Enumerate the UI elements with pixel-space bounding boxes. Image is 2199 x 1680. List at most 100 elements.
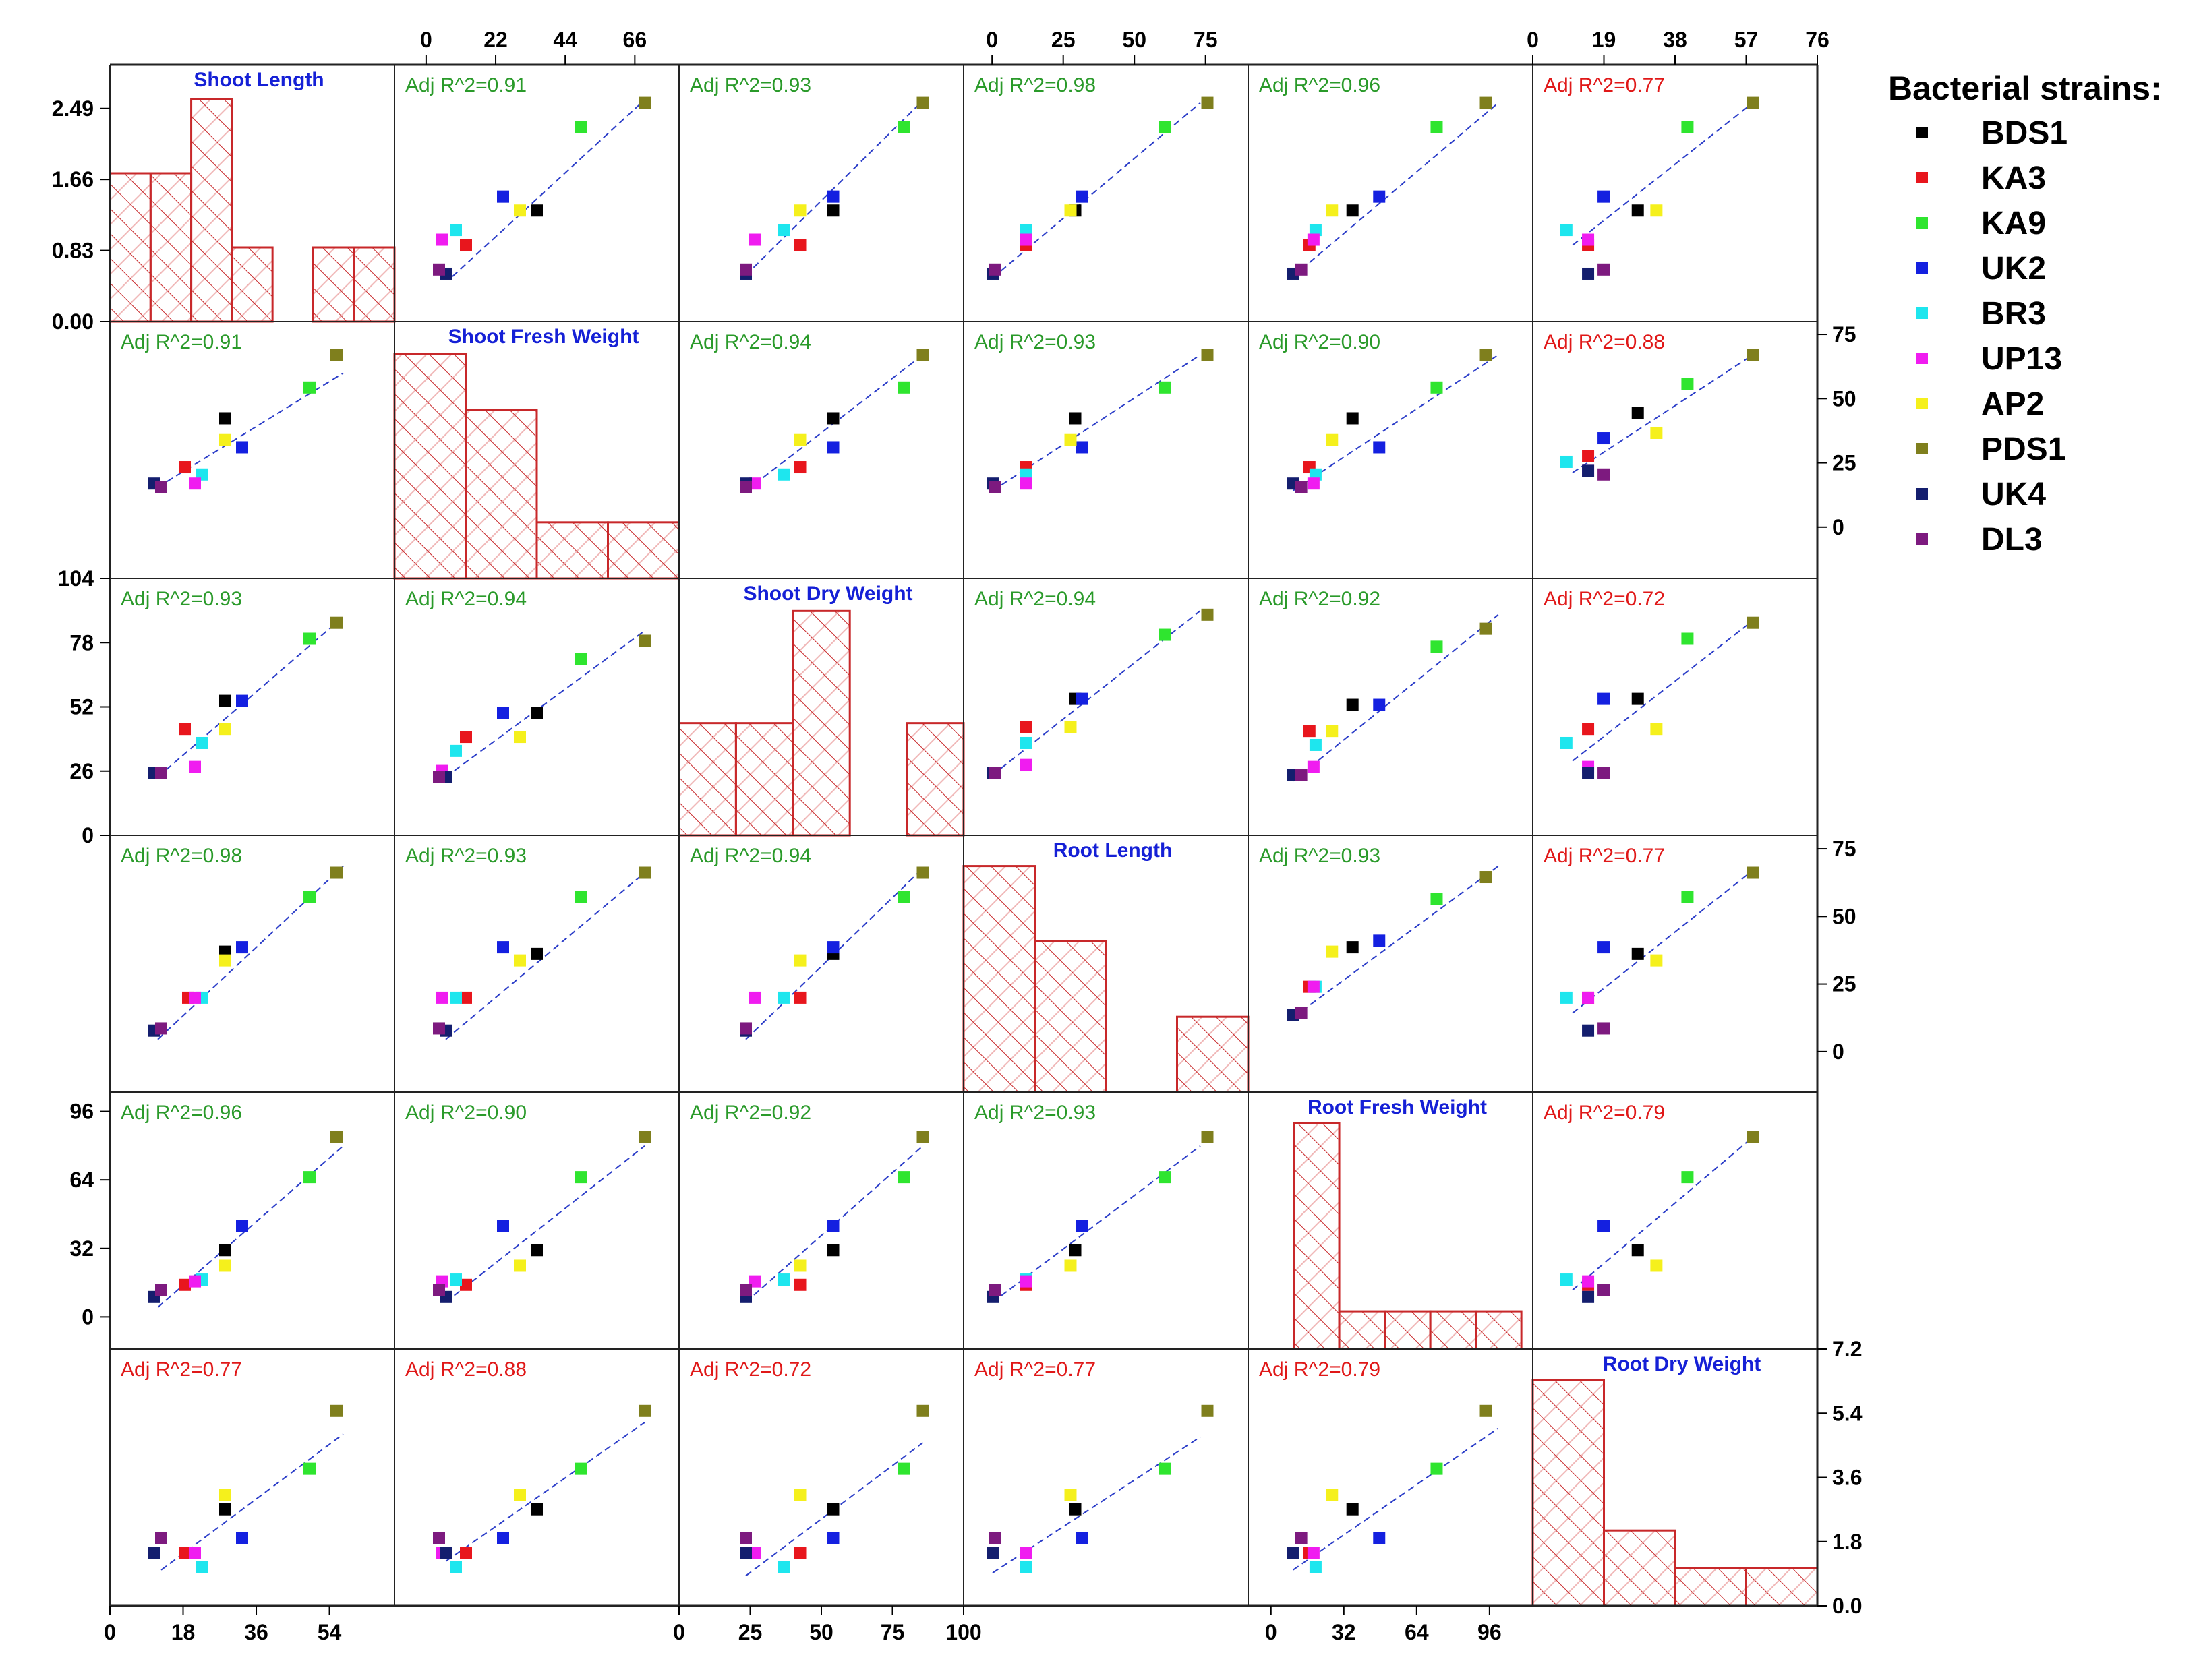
legend-item-up13: UP13 (1915, 339, 2185, 380)
fit-line (445, 872, 645, 1040)
tick-label: 26 (69, 759, 94, 783)
scatter-panel-r3-c5: Adj R^2=0.77 (1544, 845, 1759, 1037)
point-up13 (749, 1547, 761, 1559)
fit-line (1572, 620, 1753, 762)
point-ap2 (794, 954, 807, 967)
point-dl3 (1295, 1007, 1308, 1019)
point-up13 (1020, 1547, 1032, 1559)
fit-line (445, 1422, 645, 1562)
scatter-panel-r2-c4: Adj R^2=0.92 (1259, 588, 1499, 782)
point-ka3 (794, 991, 807, 1004)
adj-r2-label: Adj R^2=0.77 (1544, 845, 1665, 867)
tick-label: 3.6 (1832, 1466, 1862, 1490)
histogram-bar (1674, 1567, 1747, 1607)
point-bds1 (827, 204, 840, 217)
point-pds1 (916, 1404, 929, 1417)
point-ap2 (1650, 1259, 1663, 1272)
point-bds1 (1346, 412, 1359, 425)
tick-label: 0 (1832, 515, 1844, 539)
histogram-bar (607, 521, 680, 580)
point-bds1 (1346, 941, 1359, 954)
fit-line (1292, 865, 1499, 1018)
tick-label: 50 (809, 1620, 833, 1644)
fit-line (1292, 354, 1499, 491)
scatter-panel-r4-c2: Adj R^2=0.92 (690, 1102, 929, 1303)
tick-label: 2.49 (52, 96, 94, 121)
scatter-panel-r1-c5: Adj R^2=0.88 (1544, 331, 1759, 481)
point-up13 (1020, 477, 1032, 490)
point-pds1 (1201, 608, 1214, 621)
adj-r2-label: Adj R^2=0.93 (1259, 845, 1380, 867)
tick-label: 0.83 (52, 239, 94, 263)
point-br3 (778, 224, 790, 237)
point-br3 (1560, 991, 1573, 1004)
panel-layer: Adj R^2=0.91 Adj R^2=0.93 Adj R^2=0.98 Adj … (109, 69, 1819, 1607)
scatter-panel-r3-c4: Adj R^2=0.93 (1259, 845, 1499, 1021)
point-uk4 (1582, 1290, 1595, 1303)
point-up13 (1020, 1275, 1032, 1288)
point-dl3 (1597, 263, 1610, 276)
point-bds1 (1631, 1244, 1644, 1257)
point-dl3 (433, 1022, 445, 1035)
point-dl3 (155, 1022, 167, 1035)
point-ap2 (794, 204, 807, 217)
tick-label: 44 (553, 28, 577, 52)
point-up13 (189, 991, 201, 1004)
point-uk4 (1582, 464, 1595, 477)
scatter-panel-r3-c1: Adj R^2=0.93 (405, 845, 651, 1040)
histogram-root-fresh-weight: Root Fresh Weight (1293, 1096, 1523, 1350)
point-dl3 (989, 263, 1001, 276)
point-uk2 (497, 190, 509, 203)
point-bds1 (531, 947, 543, 960)
point-ka3 (1303, 725, 1316, 738)
legend-swatch (1916, 398, 1928, 409)
tick-label: 104 (58, 566, 94, 591)
tick-label: 64 (69, 1168, 94, 1192)
tick-label: 75 (881, 1620, 905, 1644)
tick-label: 75 (1194, 28, 1218, 52)
scatter-panel-r0-c3: Adj R^2=0.98 (974, 74, 1214, 280)
point-dl3 (989, 481, 1001, 493)
adj-r2-label: Adj R^2=0.93 (121, 588, 242, 610)
point-uk2 (497, 1220, 509, 1232)
histogram-shoot-length: Shoot Length (109, 69, 396, 323)
adj-r2-label: Adj R^2=0.94 (405, 588, 527, 610)
point-br3 (1309, 738, 1322, 751)
histogram-root-dry-weight: Root Dry Weight (1531, 1353, 1819, 1607)
top-axis-col-5: 0 19 38 57 76 (1527, 28, 1829, 65)
point-ka9 (575, 653, 587, 665)
fit-line (445, 1145, 645, 1303)
histogram-bar (1603, 1529, 1676, 1607)
adj-r2-label: Adj R^2=0.92 (690, 1102, 811, 1124)
point-up13 (749, 1275, 761, 1288)
scatter-panel-r1-c0: Adj R^2=0.91 (121, 331, 344, 493)
fit-line (1292, 102, 1499, 277)
left-axis-row-2: 0 26 52 78 104 (58, 566, 110, 847)
point-pds1 (330, 349, 343, 361)
point-pds1 (1201, 349, 1214, 361)
legend-swatch (1916, 353, 1928, 364)
point-br3 (450, 991, 462, 1004)
histogram-title: Root Dry Weight (1603, 1353, 1761, 1375)
legend-swatch (1916, 172, 1928, 183)
point-uk2 (1076, 692, 1088, 705)
tick-label: 50 (1122, 28, 1146, 52)
legend-label: AP2 (1981, 386, 2045, 422)
histogram-bar (1384, 1310, 1432, 1350)
point-ka9 (575, 1462, 587, 1475)
fit-line (1572, 354, 1753, 473)
top-axis-col-3: 0 25 50 75 (986, 28, 1217, 65)
point-ap2 (1064, 1259, 1077, 1272)
point-br3 (450, 744, 462, 757)
point-ka9 (1159, 1462, 1171, 1475)
point-ap2 (514, 1489, 526, 1501)
adj-r2-label: Adj R^2=0.88 (1544, 331, 1665, 353)
point-ka9 (1430, 121, 1443, 133)
legend-swatch (1916, 533, 1928, 545)
tick-label: 0 (1527, 28, 1539, 52)
tick-label: 0 (986, 28, 998, 52)
scatter-panel-r5-c4: Adj R^2=0.79 (1259, 1358, 1499, 1573)
point-uk4 (1582, 267, 1595, 280)
point-ap2 (219, 433, 231, 446)
point-ap2 (219, 1489, 231, 1501)
